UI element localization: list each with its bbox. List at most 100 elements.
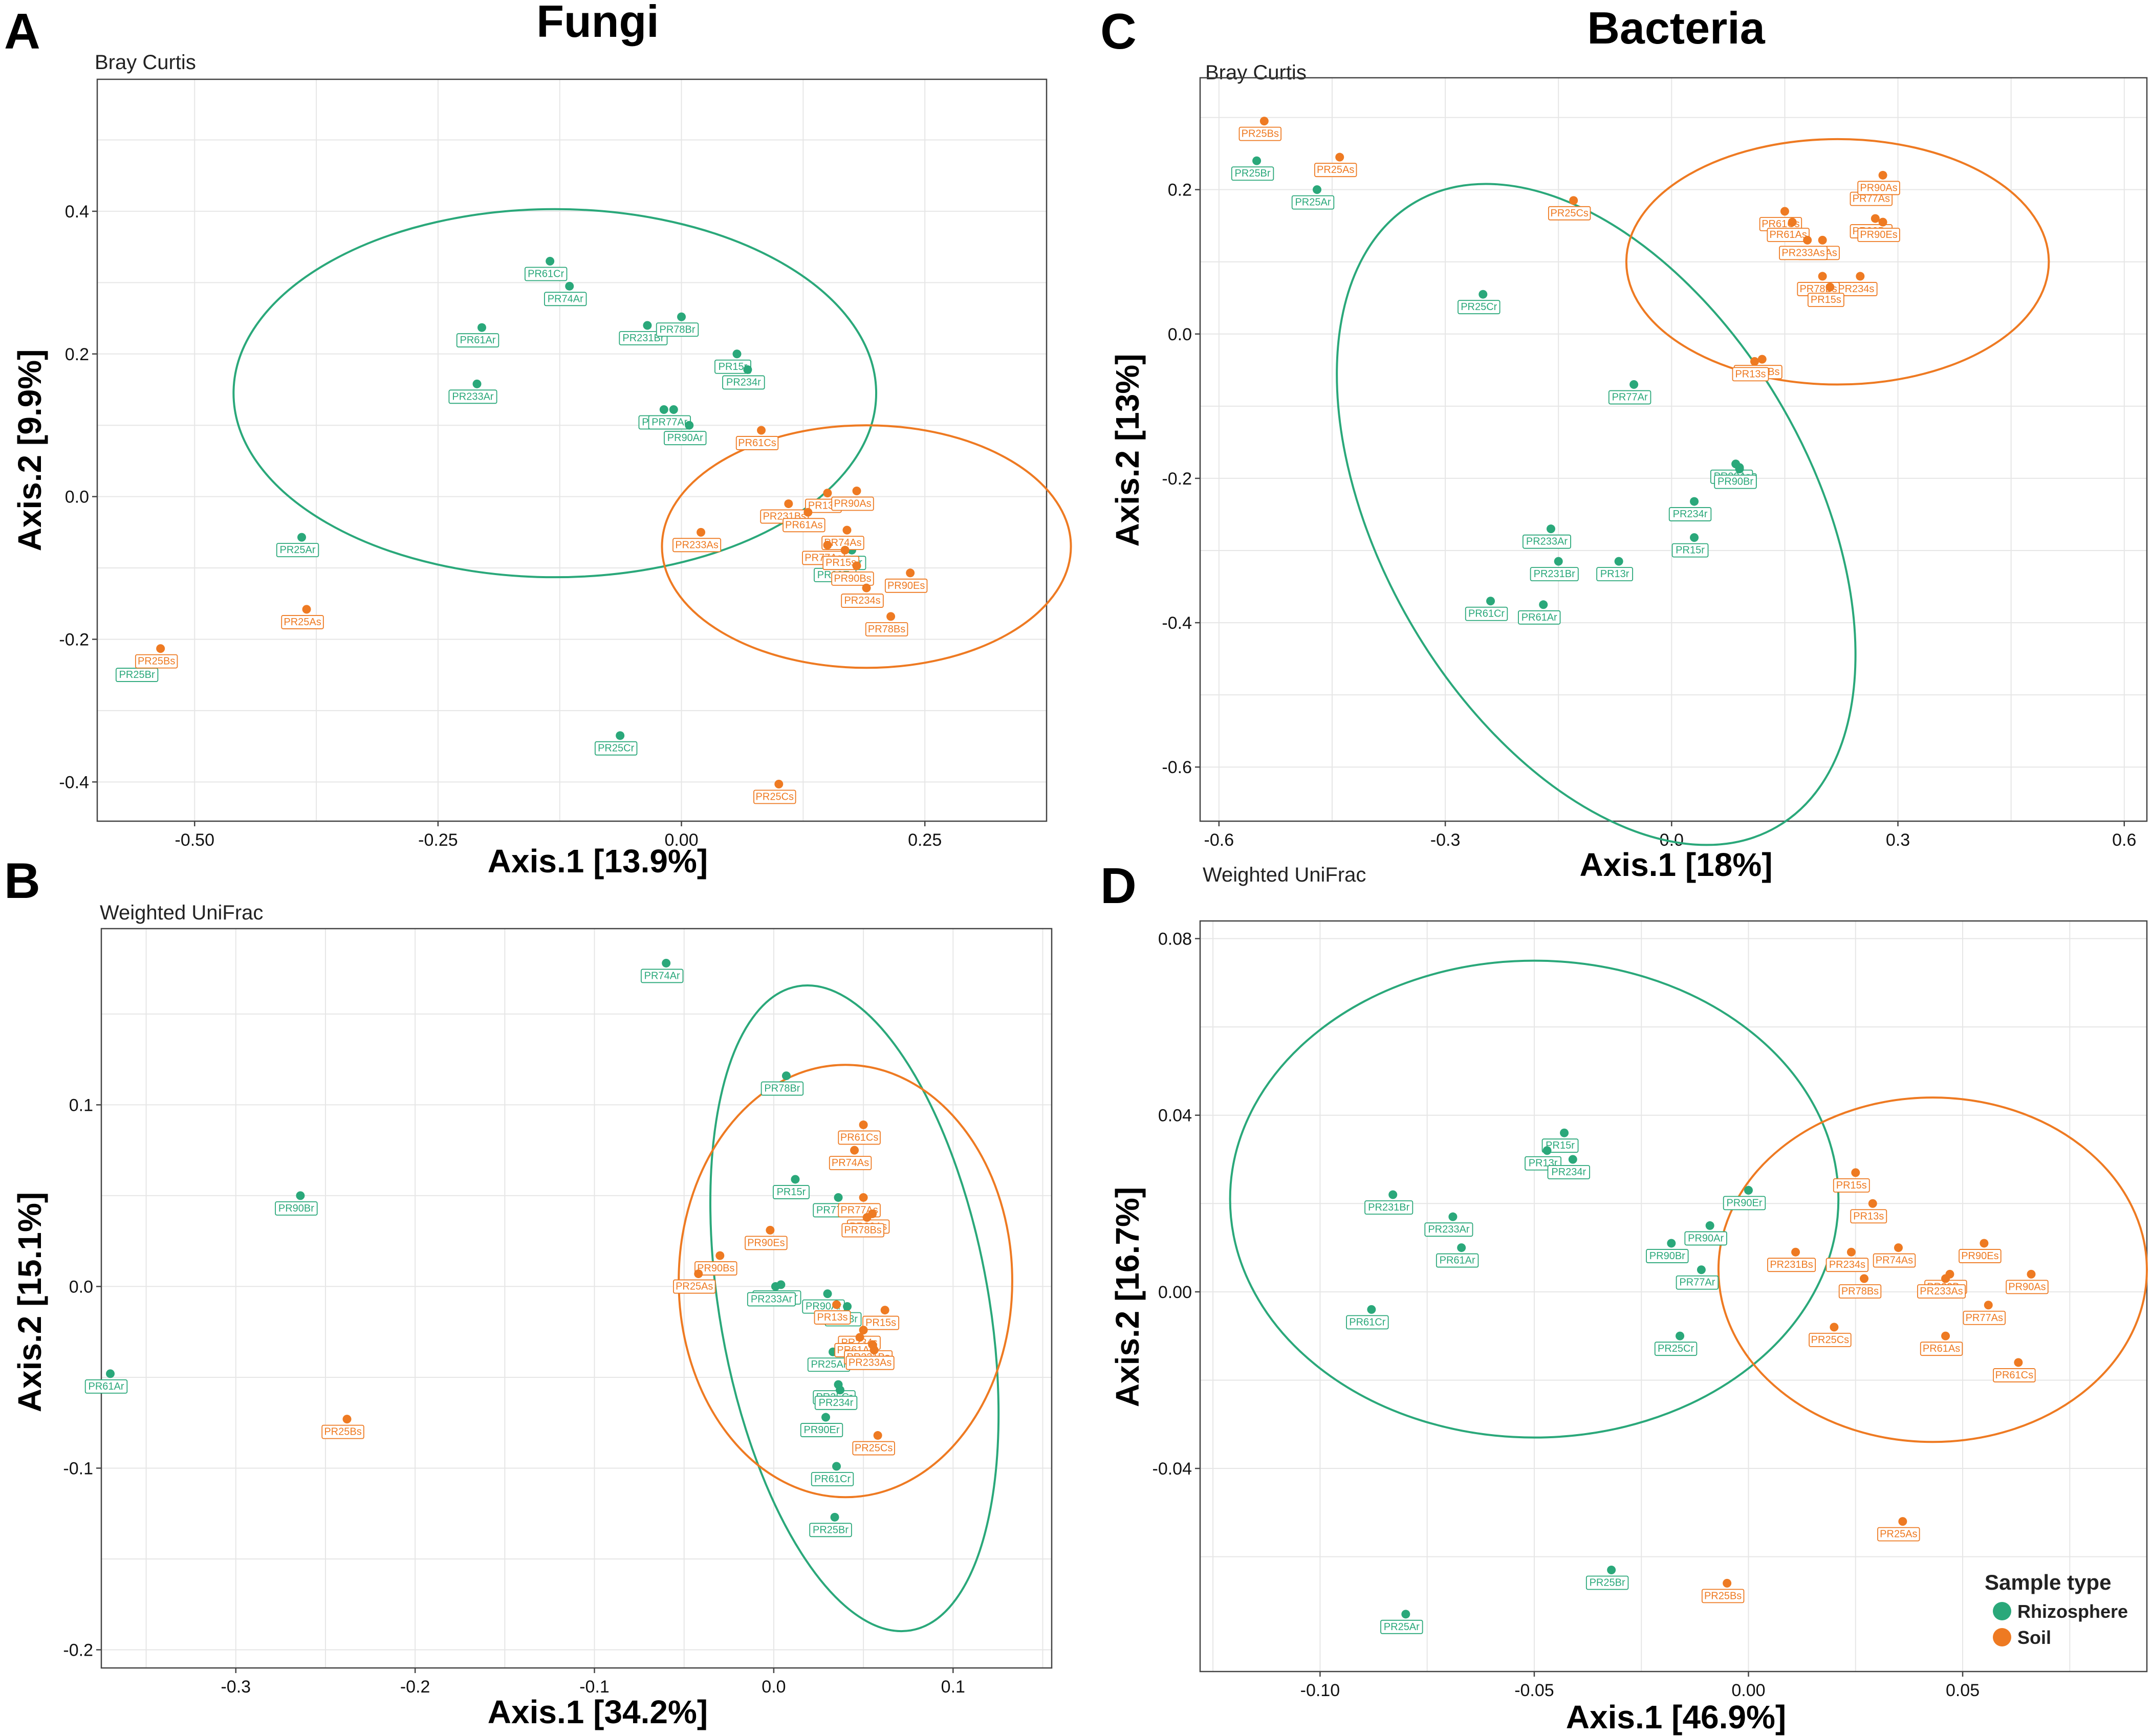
point-label: PR234r (1551, 1167, 1586, 1178)
point-label: PR15r (777, 1186, 806, 1198)
point-label-box (753, 789, 796, 804)
data-point (771, 1282, 780, 1291)
point-label: PR78Bs (868, 624, 905, 635)
data-point (880, 1306, 889, 1315)
point-label-box (1920, 1342, 1963, 1356)
plot-frame-a (96, 78, 1048, 822)
data-point (1705, 1221, 1714, 1230)
point-label-box (1364, 1200, 1414, 1215)
point-label: PR61Cr (814, 1474, 851, 1485)
point-label: PR15s (1811, 294, 1841, 305)
point-label-box (1522, 534, 1571, 549)
legend-swatch-rhizosphere (1993, 1602, 2011, 1620)
data-point (803, 508, 813, 517)
y-tick-label: 0.04 (1158, 1106, 1192, 1126)
point-label-box (1585, 1575, 1629, 1590)
point-label-box (1779, 246, 1828, 260)
data-point (1941, 1274, 1950, 1283)
point-label-box (1732, 367, 1769, 382)
x-tick-label: -0.1 (579, 1677, 610, 1697)
bacteria-title: Bacteria (1587, 3, 1765, 53)
y-tick-label: 0.2 (65, 345, 89, 364)
point-label: PR25As (676, 1281, 713, 1292)
data-point (106, 1369, 115, 1378)
data-point (843, 1302, 852, 1311)
point-label: PR13r (1600, 568, 1629, 580)
y-tick-label: -0.2 (1162, 469, 1192, 489)
confidence-ellipse-rhizosphere (1336, 183, 1857, 846)
point-label: PR61Cr (528, 269, 564, 280)
point-label: PR90Ar (667, 432, 703, 444)
data-point (677, 312, 686, 321)
data-point (1690, 497, 1699, 506)
data-point (1554, 557, 1563, 566)
point-label-box (2006, 1280, 2049, 1294)
legend-label-soil: Soil (2017, 1627, 2051, 1648)
panel-letter-d: D (1100, 858, 1137, 914)
data-point (784, 499, 793, 509)
point-label: PR233As (1920, 1286, 1963, 1297)
point-label-box (735, 436, 779, 450)
data-point (477, 323, 487, 332)
point-label-box (544, 292, 587, 306)
panel-d: D Weighted UniFrac -0.10 -0.05 0.00 0.05 -0.04… (1100, 858, 2148, 1735)
point-label-box (773, 1185, 810, 1199)
point-label: PR13s (817, 1312, 848, 1323)
point-label: PR90Er (804, 1424, 840, 1436)
points-b: PR74ArPR78BrPR90BrPR15rPR77ArPR231BrPR23… (84, 958, 900, 1537)
data-point (1676, 1331, 1685, 1341)
point-label: PR74As (832, 1157, 869, 1169)
point-label-box (722, 375, 765, 390)
data-point (870, 1346, 879, 1355)
data-point (659, 405, 668, 414)
data-point (791, 1175, 800, 1184)
point-label: PR25Cs (1811, 1334, 1849, 1346)
point-label: PR90Es (1860, 229, 1897, 240)
point-label: PR90Es (1961, 1250, 1998, 1262)
point-label: PR25Cr (1658, 1343, 1694, 1354)
legend-title: Sample type (1985, 1570, 2111, 1594)
point-label: PR78Br (764, 1083, 800, 1094)
point-label-box (1857, 228, 1900, 243)
data-point (1560, 1128, 1569, 1137)
point-label-box (760, 1081, 804, 1096)
data-point (859, 1326, 868, 1335)
point-label-box (640, 969, 684, 983)
data-point (1568, 1155, 1577, 1164)
point-label-box (745, 1236, 788, 1250)
point-label-box (852, 1441, 895, 1456)
point-label-box (1608, 390, 1651, 405)
point-label-box (831, 571, 874, 586)
data-point (565, 281, 574, 291)
data-point (472, 379, 482, 388)
data-point (1614, 557, 1623, 566)
point-label: PR233Ar (1428, 1224, 1469, 1235)
data-point (842, 525, 852, 535)
panel-letter-b: B (4, 852, 40, 909)
point-label-box (275, 1201, 318, 1216)
data-point (1898, 1517, 1907, 1526)
point-label: PR233Ar (452, 391, 493, 402)
point-label-box (1646, 1249, 1689, 1263)
data-point (821, 1413, 831, 1422)
data-point (859, 1193, 868, 1202)
confidence-ellipse-soil (661, 424, 1072, 669)
point-label: PR90As (834, 498, 871, 509)
point-label-box (84, 1379, 128, 1394)
point-label: PR233As (675, 539, 719, 551)
x-tick-label: -0.6 (1204, 830, 1234, 850)
point-label: PR25Bs (1242, 128, 1279, 140)
x-tick-label: -0.3 (221, 1677, 251, 1697)
data-point (757, 426, 766, 435)
point-label-box (1714, 474, 1757, 489)
point-label: PR234r (726, 377, 761, 388)
data-point (1780, 207, 1789, 216)
y-tick-label: 0.00 (1158, 1283, 1192, 1302)
data-point (1941, 1331, 1950, 1341)
point-label: PR77As (1966, 1312, 2003, 1324)
data-point (862, 1213, 872, 1222)
x-tick-label: -0.25 (418, 830, 458, 850)
y-tick-label: -0.4 (1162, 613, 1192, 633)
x-tick-label: 0.00 (1731, 1681, 1765, 1700)
